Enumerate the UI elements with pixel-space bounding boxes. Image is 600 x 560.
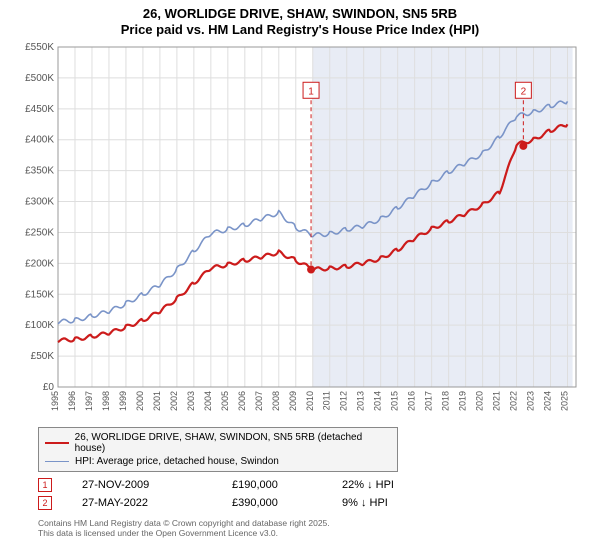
chart-area: £0£50K£100K£150K£200K£250K£300K£350K£400…	[20, 41, 580, 421]
svg-text:£250K: £250K	[25, 227, 54, 238]
footer-line-2: This data is licensed under the Open Gov…	[38, 528, 600, 538]
svg-text:£400K: £400K	[25, 134, 54, 145]
svg-text:1: 1	[308, 86, 314, 97]
chart-title: 26, WORLIDGE DRIVE, SHAW, SWINDON, SN5 5…	[0, 0, 600, 39]
svg-text:2005: 2005	[220, 391, 230, 411]
legend-item-1: 26, WORLIDGE DRIVE, SHAW, SWINDON, SN5 5…	[45, 431, 391, 455]
svg-text:2013: 2013	[356, 391, 366, 411]
legend-swatch-1	[45, 442, 69, 444]
svg-text:£350K: £350K	[25, 165, 54, 176]
annotation-row-2: 2 27-MAY-2022 £390,000 9% ↓ HPI	[38, 494, 600, 512]
legend-swatch-2	[45, 461, 69, 462]
footer-line-1: Contains HM Land Registry data © Crown c…	[38, 518, 600, 528]
svg-text:2000: 2000	[135, 391, 145, 411]
svg-text:2007: 2007	[254, 391, 264, 411]
svg-text:2004: 2004	[203, 391, 213, 411]
svg-text:2023: 2023	[526, 391, 536, 411]
annotation-delta-2: 9% ↓ HPI	[342, 497, 442, 509]
svg-text:2015: 2015	[390, 391, 400, 411]
legend-label-1: 26, WORLIDGE DRIVE, SHAW, SWINDON, SN5 5…	[75, 432, 391, 454]
annotation-marker-1: 1	[38, 478, 52, 492]
svg-text:£150K: £150K	[25, 289, 54, 300]
title-line-1: 26, WORLIDGE DRIVE, SHAW, SWINDON, SN5 5…	[143, 6, 457, 21]
svg-text:2025: 2025	[560, 391, 570, 411]
annotation-date-1: 27-NOV-2009	[82, 479, 202, 491]
svg-text:1998: 1998	[101, 391, 111, 411]
svg-text:£450K: £450K	[25, 103, 54, 114]
svg-text:2014: 2014	[373, 391, 383, 411]
svg-text:2006: 2006	[237, 391, 247, 411]
legend-item-2: HPI: Average price, detached house, Swin…	[45, 455, 391, 468]
svg-text:2021: 2021	[492, 391, 502, 411]
svg-text:2020: 2020	[475, 391, 485, 411]
svg-text:2001: 2001	[152, 391, 162, 411]
svg-text:1997: 1997	[84, 391, 94, 411]
svg-text:2017: 2017	[424, 391, 434, 411]
svg-text:2016: 2016	[407, 391, 417, 411]
annotation-row-1: 1 27-NOV-2009 £190,000 22% ↓ HPI	[38, 476, 600, 494]
svg-text:2002: 2002	[169, 391, 179, 411]
svg-text:2024: 2024	[543, 391, 553, 411]
annotation-delta-1: 22% ↓ HPI	[342, 479, 442, 491]
svg-text:2009: 2009	[288, 391, 298, 411]
svg-text:1996: 1996	[67, 391, 77, 411]
svg-text:2018: 2018	[441, 391, 451, 411]
svg-text:1999: 1999	[118, 391, 128, 411]
svg-text:2: 2	[521, 86, 527, 97]
annotation-price-2: £390,000	[232, 497, 312, 509]
annotation-date-2: 27-MAY-2022	[82, 497, 202, 509]
svg-text:1995: 1995	[50, 391, 60, 411]
svg-text:£100K: £100K	[25, 320, 54, 331]
svg-text:2012: 2012	[339, 391, 349, 411]
svg-text:2019: 2019	[458, 391, 468, 411]
svg-text:2003: 2003	[186, 391, 196, 411]
line-chart-svg: £0£50K£100K£150K£200K£250K£300K£350K£400…	[20, 41, 580, 421]
svg-text:£500K: £500K	[25, 72, 54, 83]
annotation-price-1: £190,000	[232, 479, 312, 491]
legend-label-2: HPI: Average price, detached house, Swin…	[75, 456, 279, 467]
annotation-table: 1 27-NOV-2009 £190,000 22% ↓ HPI 2 27-MA…	[38, 476, 600, 512]
svg-text:2008: 2008	[271, 391, 281, 411]
svg-text:£50K: £50K	[31, 351, 55, 362]
svg-text:£200K: £200K	[25, 258, 54, 269]
annotation-marker-2: 2	[38, 496, 52, 510]
svg-text:2010: 2010	[305, 391, 315, 411]
title-line-2: Price paid vs. HM Land Registry's House …	[121, 22, 480, 37]
svg-text:£550K: £550K	[25, 42, 54, 53]
footer-attribution: Contains HM Land Registry data © Crown c…	[38, 518, 600, 538]
svg-text:2011: 2011	[322, 391, 332, 410]
svg-text:£300K: £300K	[25, 196, 54, 207]
legend: 26, WORLIDGE DRIVE, SHAW, SWINDON, SN5 5…	[38, 427, 398, 472]
svg-text:2022: 2022	[509, 391, 519, 411]
